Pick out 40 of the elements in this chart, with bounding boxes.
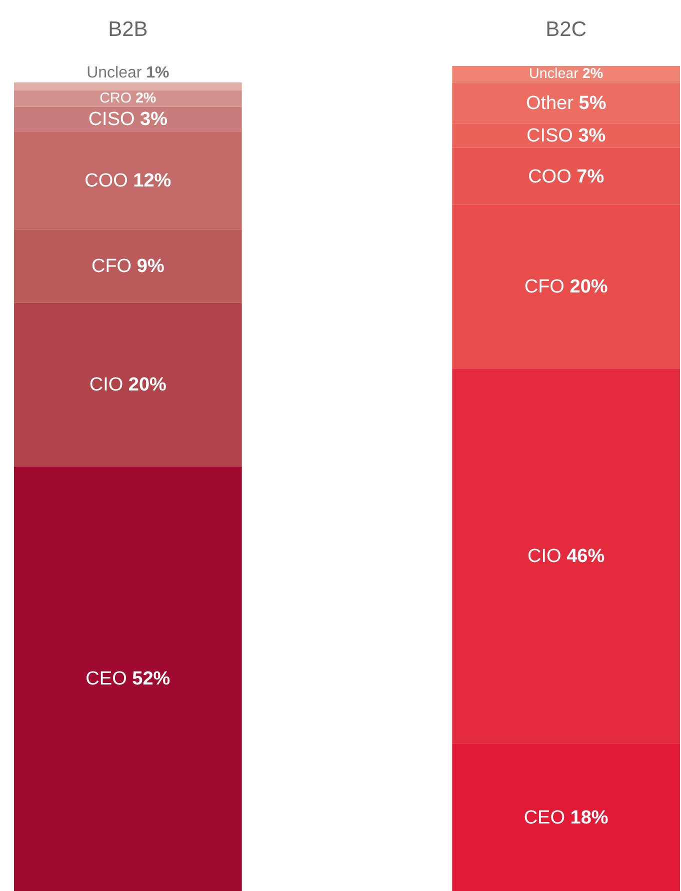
- series-label: CFO: [91, 256, 137, 277]
- series-label: CISO: [88, 108, 140, 130]
- series-label: CRO: [100, 90, 136, 107]
- bar: [452, 744, 680, 891]
- text: CISO: [526, 124, 573, 146]
- text: Unclear: [86, 64, 142, 81]
- text: CEO: [86, 668, 127, 690]
- data-label: 5%: [578, 92, 606, 114]
- data-label: 1%: [146, 64, 170, 81]
- bar: [14, 131, 242, 230]
- data-label: 2%: [582, 66, 604, 82]
- bar: [14, 82, 242, 91]
- data-label: 12%: [133, 170, 172, 191]
- bar: [14, 229, 242, 303]
- data-label: 20%: [128, 374, 167, 396]
- data-label: 9%: [136, 256, 164, 277]
- bar: [14, 466, 242, 891]
- text: CIO: [528, 546, 562, 567]
- data-label: 3%: [140, 108, 168, 130]
- data-label: 46%: [566, 546, 605, 567]
- series-label: CEO: [524, 806, 570, 828]
- bar: [14, 90, 242, 107]
- text: COO: [84, 170, 128, 191]
- data-label: 2%: [135, 90, 156, 107]
- x-tick-label: B2B: [108, 18, 148, 41]
- data-label: 20%: [570, 276, 608, 298]
- series-label: COO: [528, 166, 577, 187]
- data-label: 52%: [132, 668, 170, 690]
- bar: [452, 368, 680, 744]
- text: CFO: [524, 276, 564, 298]
- series-label: Unclear: [529, 66, 582, 82]
- data-label: 3%: [578, 124, 606, 146]
- bar: [452, 66, 680, 82]
- series-label: CIO: [89, 374, 128, 396]
- bar: [14, 302, 242, 466]
- data-label: 18%: [570, 806, 608, 828]
- series-label: Other: [526, 92, 579, 114]
- data-label: 7%: [576, 166, 604, 187]
- x-tick-label: B2C: [546, 18, 587, 41]
- bar: [14, 106, 242, 132]
